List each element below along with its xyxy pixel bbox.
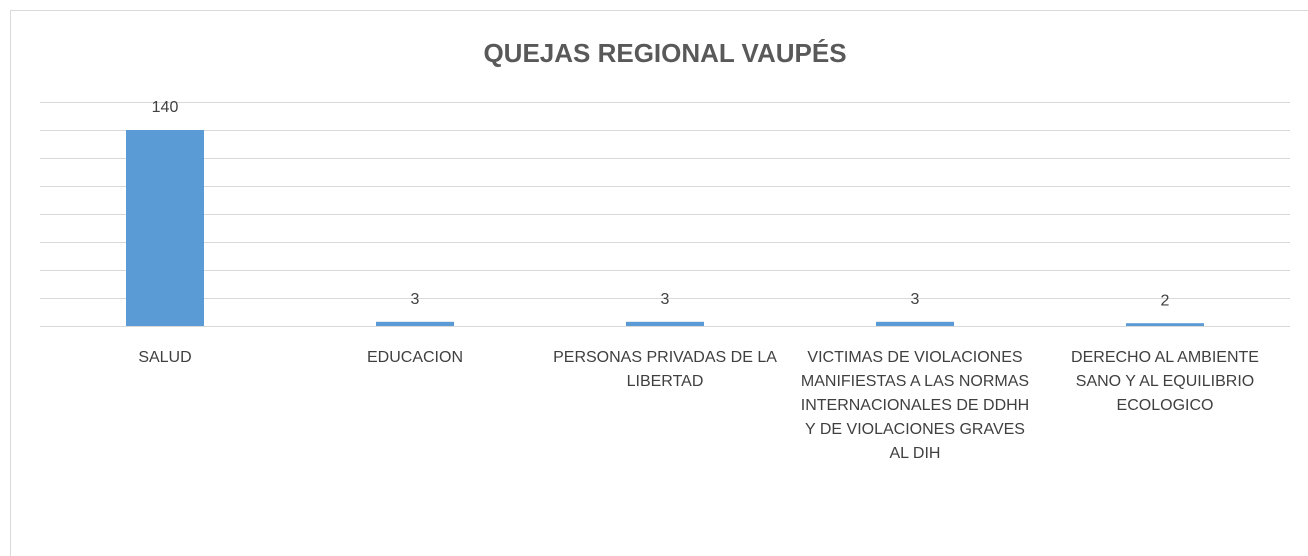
value-label: 2 — [1161, 292, 1170, 309]
x-tick-label: PERSONAS PRIVADAS DE LA LIBERTAD — [553, 349, 777, 390]
bar — [126, 130, 204, 326]
value-label: 3 — [411, 291, 420, 308]
value-label: 3 — [911, 291, 920, 308]
x-tick-label: VICTIMAS DE VIOLACIONES MANIFIESTAS A LA… — [800, 349, 1030, 462]
x-tick-label: DERECHO AL AMBIENTE SANO Y AL EQUILIBRIO… — [1071, 349, 1259, 414]
bar — [626, 321, 704, 326]
bar — [376, 321, 454, 326]
chart-title: QUEJAS REGIONAL VAUPÉS — [483, 38, 846, 68]
bar — [876, 321, 954, 326]
chart-frame — [10, 10, 1308, 556]
bar — [1126, 323, 1204, 326]
x-tick-label: SALUD — [138, 349, 192, 366]
value-label: 3 — [661, 291, 670, 308]
value-label: 140 — [152, 99, 179, 116]
x-tick-label: EDUCACION — [366, 349, 463, 366]
